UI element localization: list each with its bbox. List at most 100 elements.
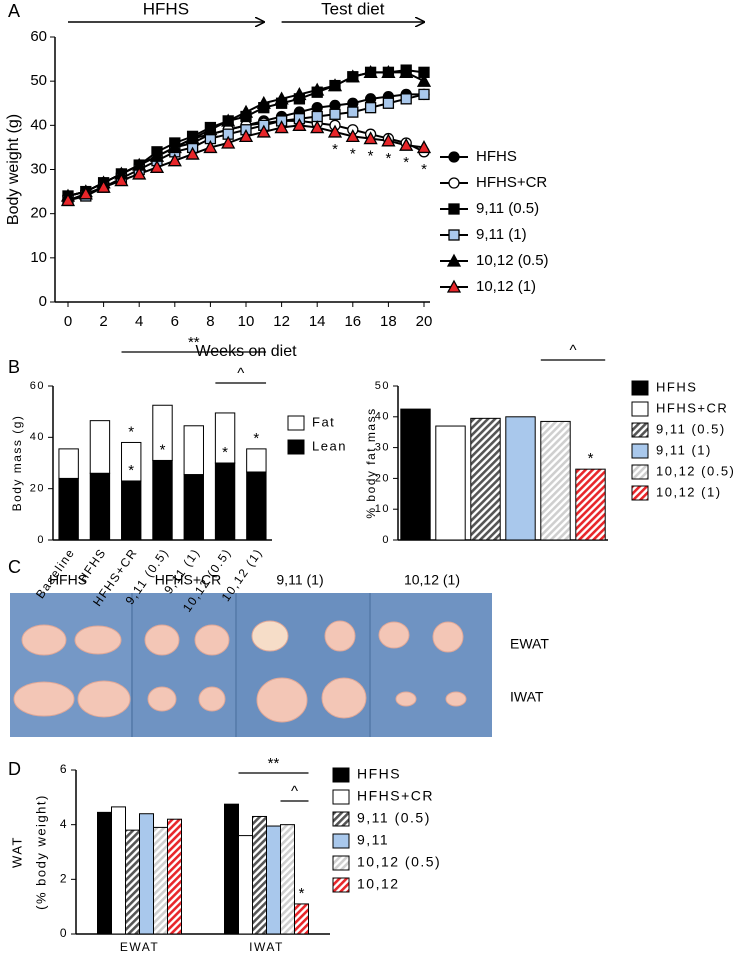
marker — [185, 131, 200, 145]
legend-label: HFHS+CR — [656, 400, 728, 415]
x-tick-label: IWAT — [249, 940, 284, 954]
legend-label: Fat — [312, 414, 335, 429]
bar-segment — [246, 448, 267, 473]
marker — [185, 146, 200, 160]
y-tick-label: 0 — [39, 293, 47, 310]
marker — [60, 193, 76, 207]
x-tick-label: 10 — [238, 313, 255, 330]
x-tick-label: 16 — [344, 313, 361, 330]
bar — [153, 826, 168, 935]
legend-label: HFHS — [656, 379, 697, 394]
annotation: * — [350, 145, 356, 162]
y-tick-label: 50 — [375, 380, 390, 392]
legend-label: 9,11 (1) — [476, 226, 527, 243]
photo-column-label: 10,12 (1) — [404, 572, 460, 588]
legend-swatch — [332, 811, 350, 827]
panel-label: A — [8, 1, 20, 21]
bar — [97, 811, 112, 935]
y-tick-label: 20 — [30, 483, 45, 495]
marker — [256, 95, 271, 109]
tissue-photo — [10, 593, 492, 737]
annotation: * — [368, 148, 374, 165]
y-tick-label: 0 — [37, 534, 45, 546]
legend-marker — [446, 253, 462, 267]
bar — [167, 818, 182, 935]
marker — [345, 69, 360, 83]
legend-label: HFHS — [476, 148, 517, 165]
y-axis-label: WAT — [9, 836, 24, 868]
y-tick-label: 10 — [30, 249, 47, 266]
x-tick-label: EWAT — [120, 940, 159, 954]
marker — [381, 64, 396, 78]
marker — [292, 117, 307, 131]
bar — [224, 803, 239, 935]
period-label: HFHS — [143, 0, 189, 18]
y-tick-label: 60 — [30, 380, 45, 392]
marker — [363, 64, 378, 78]
marker — [203, 122, 218, 136]
marker — [382, 97, 395, 109]
y-tick-label: 30 — [30, 160, 47, 177]
marker — [274, 91, 289, 105]
panel-label: B — [8, 357, 20, 377]
significance-star: * — [128, 462, 134, 479]
legend-swatch — [631, 422, 649, 438]
marker — [364, 102, 377, 114]
legend-marker — [448, 229, 460, 241]
y-tick-label: 60 — [30, 28, 47, 45]
bar-segment — [58, 477, 79, 541]
significance-label: ^ — [569, 342, 576, 359]
photo-column-label: HFHS — [49, 572, 87, 588]
legend-label: 9,11 (1) — [656, 442, 712, 457]
photo-row-label: IWAT — [510, 689, 544, 705]
bar-segment — [152, 459, 173, 541]
y-tick-label: 10 — [375, 503, 390, 515]
x-tick-label: 6 — [171, 313, 179, 330]
y-axis-label: Body mass (g) — [10, 415, 24, 512]
period-label: Test diet — [321, 0, 385, 18]
bar — [238, 835, 253, 935]
legend-label: 10,12 (0.5) — [357, 854, 441, 870]
legend-label: 9,11 — [357, 832, 389, 848]
legend-swatch — [332, 767, 350, 783]
y-tick-label: 40 — [30, 431, 45, 443]
legend-marker — [448, 203, 460, 215]
legend-marker — [448, 151, 460, 163]
x-tick-label: 2 — [99, 313, 107, 330]
bar — [252, 815, 267, 935]
y-axis-sublabel: (% body weight) — [33, 794, 48, 910]
y-axis-label: Body weight (g) — [5, 114, 22, 225]
significance-star: * — [222, 444, 228, 461]
marker — [221, 113, 236, 127]
legend-swatch — [631, 443, 649, 459]
marker — [310, 120, 325, 134]
legend-label: 10,12 (1) — [656, 484, 722, 499]
legend-swatch — [332, 855, 350, 871]
marker — [329, 108, 341, 120]
marker — [149, 159, 165, 173]
marker — [221, 135, 236, 149]
legend-label: HFHS+CR — [357, 788, 434, 804]
marker — [132, 166, 147, 180]
significance-star: * — [160, 441, 166, 458]
x-tick-label: 18 — [380, 313, 397, 330]
marker — [256, 124, 271, 138]
x-tick-label: 0 — [64, 313, 72, 330]
legend-label: 9,11 (0.5) — [357, 810, 431, 826]
legend-label: 10,12 (1) — [476, 278, 536, 295]
marker — [327, 124, 343, 138]
bar — [470, 417, 501, 541]
marker — [311, 110, 323, 123]
legend-swatch — [332, 833, 350, 849]
x-tick-label: 12 — [273, 313, 290, 330]
x-tick-label: 20 — [416, 313, 433, 330]
bar — [294, 903, 309, 935]
bar-segment — [89, 472, 111, 541]
marker — [167, 153, 182, 167]
annotation: * — [385, 150, 391, 167]
legend-swatch — [332, 877, 350, 893]
bar — [400, 408, 431, 541]
y-tick-label: 20 — [375, 472, 390, 484]
marker — [416, 73, 432, 87]
